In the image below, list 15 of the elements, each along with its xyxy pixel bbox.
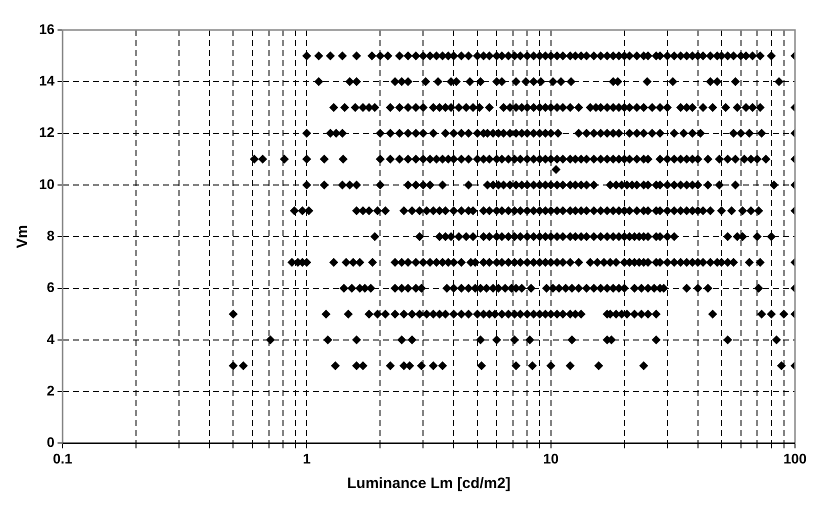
y-tick-label: 10: [38, 176, 55, 192]
y-tick-label: 12: [38, 124, 55, 140]
x-tick-label: 1: [302, 450, 311, 466]
y-tick-label: 14: [38, 72, 55, 89]
y-tick-label: 8: [46, 227, 55, 244]
y-tick-label: 16: [38, 20, 55, 37]
x-tick-label: 100: [783, 450, 807, 466]
x-axis-title: Luminance Lm [cd/m2]: [347, 475, 510, 492]
y-tick-label: 0: [46, 434, 55, 450]
y-axis-title: Vm: [14, 224, 32, 248]
y-tick-label: 4: [46, 330, 55, 347]
x-tick-label: 0.1: [52, 450, 73, 466]
y-tick-label: 2: [46, 382, 55, 398]
x-tick-label: 10: [543, 450, 559, 466]
y-tick-label: 6: [46, 279, 55, 296]
